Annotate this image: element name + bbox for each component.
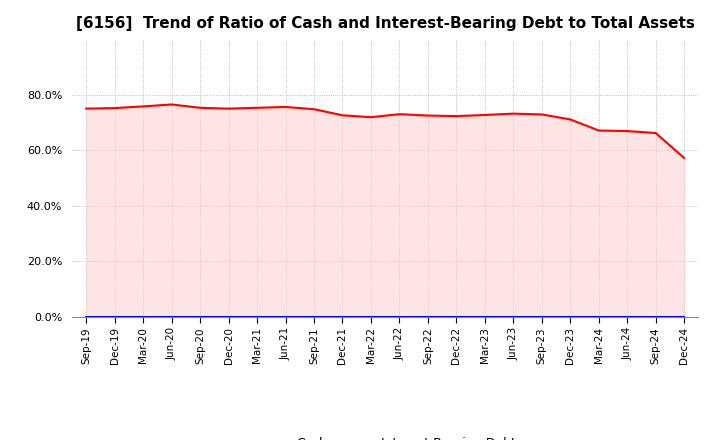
Interest-Bearing Debt xyxy=(110,314,119,319)
Interest-Bearing Debt xyxy=(196,314,204,319)
Interest-Bearing Debt xyxy=(623,314,631,319)
Interest-Bearing Debt xyxy=(139,314,148,319)
Cash xyxy=(537,112,546,117)
Cash xyxy=(480,112,489,117)
Interest-Bearing Debt xyxy=(509,314,518,319)
Cash xyxy=(82,106,91,111)
Cash xyxy=(253,105,261,110)
Interest-Bearing Debt xyxy=(566,314,575,319)
Cash xyxy=(509,111,518,116)
Interest-Bearing Debt xyxy=(480,314,489,319)
Cash xyxy=(110,106,119,111)
Interest-Bearing Debt xyxy=(452,314,461,319)
Cash xyxy=(310,106,318,112)
Cash xyxy=(566,117,575,122)
Interest-Bearing Debt xyxy=(253,314,261,319)
Cash xyxy=(282,104,290,110)
Interest-Bearing Debt xyxy=(366,314,375,319)
Interest-Bearing Debt xyxy=(652,314,660,319)
Cash xyxy=(595,128,603,133)
Legend: Cash, Interest-Bearing Debt: Cash, Interest-Bearing Debt xyxy=(250,432,521,440)
Cash xyxy=(338,113,347,118)
Cash xyxy=(423,113,432,118)
Interest-Bearing Debt xyxy=(167,314,176,319)
Cash xyxy=(652,130,660,136)
Interest-Bearing Debt xyxy=(310,314,318,319)
Interest-Bearing Debt xyxy=(282,314,290,319)
Title: [6156]  Trend of Ratio of Cash and Interest-Bearing Debt to Total Assets: [6156] Trend of Ratio of Cash and Intere… xyxy=(76,16,695,32)
Interest-Bearing Debt xyxy=(680,314,688,319)
Cash xyxy=(139,104,148,109)
Interest-Bearing Debt xyxy=(423,314,432,319)
Interest-Bearing Debt xyxy=(338,314,347,319)
Cash xyxy=(395,111,404,117)
Cash xyxy=(167,102,176,107)
Interest-Bearing Debt xyxy=(537,314,546,319)
Line: Cash: Cash xyxy=(86,104,684,158)
Interest-Bearing Debt xyxy=(225,314,233,319)
Cash xyxy=(680,155,688,161)
Cash xyxy=(452,114,461,119)
Cash xyxy=(225,106,233,111)
Cash xyxy=(366,114,375,120)
Interest-Bearing Debt xyxy=(395,314,404,319)
Cash xyxy=(623,128,631,134)
Interest-Bearing Debt xyxy=(595,314,603,319)
Cash xyxy=(196,105,204,110)
Interest-Bearing Debt xyxy=(82,314,91,319)
